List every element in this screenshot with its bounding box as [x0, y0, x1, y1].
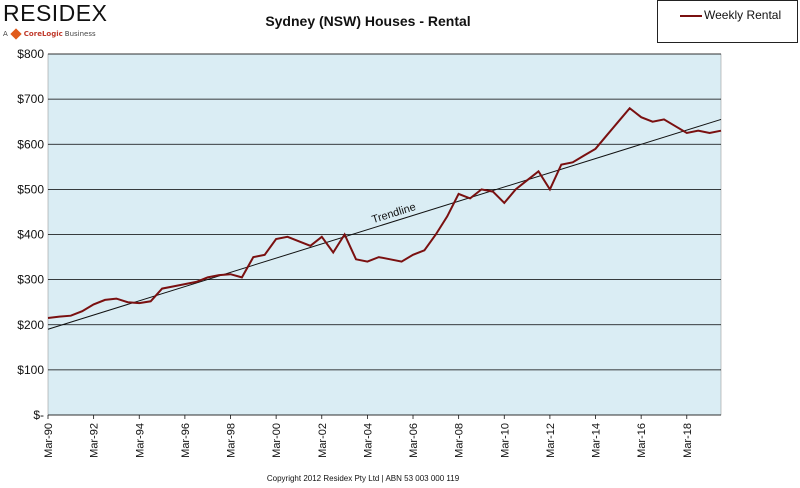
logo-tagline-brand: CoreLogic: [23, 30, 63, 38]
logo-tagline-suffix: Business: [64, 30, 96, 38]
x-axis-tick-labels: Mar-90 Mar-92 Mar-94 Mar-96 Mar-98 Mar-00 Mar-…: [43, 415, 694, 458]
logo-tagline: A CoreLogic Business: [3, 28, 107, 40]
chart-legend: Weekly Rental: [657, 0, 798, 43]
y-axis-tick-labels: $- $100 $200 $300 $400 $500 $600 $700 $800: [17, 47, 44, 422]
y-tick-label: $500: [17, 182, 44, 196]
residex-logo: RESIDEX A CoreLogic Business: [3, 0, 108, 40]
x-tick-label: Mar-18: [682, 423, 694, 458]
y-tick-label: $200: [17, 318, 44, 332]
x-tick-label: Mar-98: [226, 423, 238, 458]
legend-swatch-weekly-rental: [680, 15, 702, 17]
y-tick-label: $600: [17, 137, 44, 151]
corelogic-diamond-icon: [10, 28, 22, 40]
legend-label-weekly-rental: Weekly Rental: [704, 8, 782, 22]
y-tick-label: $300: [17, 273, 44, 287]
y-tick-label: $800: [17, 47, 44, 61]
x-tick-label: Mar-12: [545, 423, 557, 458]
y-tick-label: $-: [33, 408, 44, 422]
gridlines: [48, 53, 721, 416]
x-tick-label: Mar-02: [317, 423, 329, 458]
x-tick-label: Mar-92: [89, 423, 101, 458]
x-tick-label: Mar-96: [180, 423, 192, 458]
chart-title: Sydney (NSW) Houses - Rental: [265, 13, 470, 29]
x-tick-label: Mar-16: [636, 423, 648, 458]
copyright-footer: Copyright 2012 Residex Pty Ltd | ABN 53 …: [267, 474, 460, 483]
x-tick-label: Mar-00: [271, 423, 283, 458]
x-tick-label: Mar-08: [454, 423, 466, 458]
y-tick-label: $400: [17, 228, 44, 242]
logo-tagline-prefix: A: [3, 30, 8, 38]
x-tick-label: Mar-94: [134, 423, 146, 458]
x-tick-label: Mar-06: [408, 423, 420, 458]
series-line-weekly-rental: [47, 106, 722, 319]
x-tick-label: Mar-04: [362, 423, 374, 458]
y-tick-label: $700: [17, 92, 44, 106]
x-tick-label: Mar-90: [43, 423, 55, 458]
y-tick-label: $100: [17, 363, 44, 377]
logo-wordmark: RESIDEX: [3, 0, 108, 26]
x-tick-label: Mar-10: [499, 423, 511, 458]
trendline: [47, 118, 722, 330]
x-tick-label: Mar-14: [591, 423, 603, 458]
